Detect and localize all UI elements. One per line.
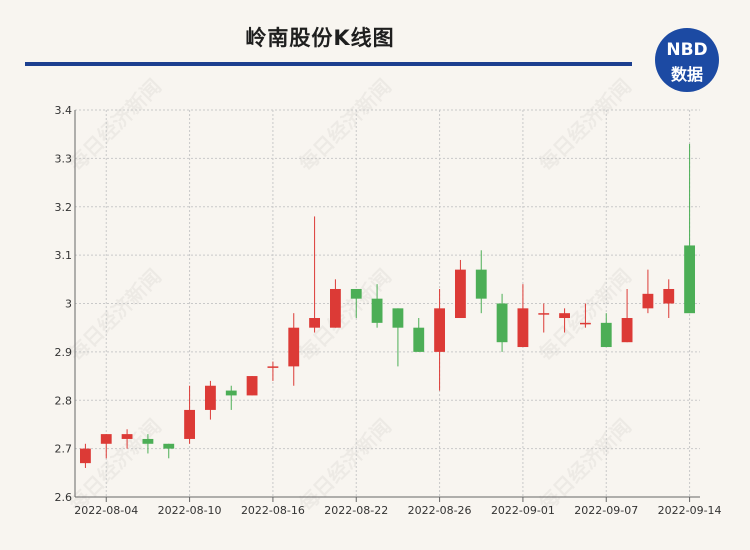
y-tick-label: 3 (65, 298, 72, 311)
candle (684, 143, 695, 314)
candle-body (538, 313, 550, 315)
candle (642, 269, 654, 314)
y-tick-label: 2.7 (55, 443, 73, 456)
candle-body (121, 434, 133, 439)
candle-body (205, 385, 216, 410)
candle (100, 434, 112, 459)
candle (434, 288, 445, 391)
y-tick-label: 3.4 (55, 104, 73, 117)
y-tick-label: 3.1 (55, 249, 73, 262)
candle (205, 380, 216, 420)
candle-body (496, 303, 508, 343)
candle-body (600, 322, 612, 348)
candle (580, 303, 591, 328)
candle (496, 293, 508, 352)
candle-body (100, 434, 112, 444)
y-tick-label: 2.6 (55, 491, 73, 504)
candle-body (246, 376, 258, 396)
nbd-logo: NBD 数据 (655, 28, 719, 92)
candle-body (642, 293, 654, 309)
candle (455, 259, 466, 319)
candle-body (559, 313, 570, 319)
y-tick-label: 2.9 (55, 346, 73, 359)
candle-body (455, 269, 466, 319)
candle-body (288, 327, 300, 367)
candle-body (80, 448, 91, 464)
candle (225, 385, 237, 410)
candle (80, 443, 91, 468)
candle-body (309, 318, 320, 328)
candle-body (392, 308, 404, 328)
candle-body (184, 409, 195, 439)
candle (517, 284, 529, 348)
y-tick-label: 3.2 (55, 201, 73, 214)
candle (663, 279, 675, 319)
candle (475, 250, 487, 314)
logo-nbd-text: NBD (666, 40, 708, 60)
candle (309, 216, 320, 333)
candle (184, 385, 195, 444)
logo-data-text: 数据 (670, 65, 703, 84)
x-tick-label: 2022-09-01 (491, 504, 555, 517)
watermark-text: 每日经济新闻 (294, 414, 396, 516)
candle-body (225, 390, 237, 396)
page-title: 岭南股份K线图 (245, 26, 395, 50)
candle-body (142, 438, 154, 444)
candle-body (350, 288, 362, 299)
candle (288, 313, 300, 386)
candle-body (663, 288, 675, 304)
x-tick-label: 2022-09-14 (658, 504, 722, 517)
candle (559, 308, 570, 333)
candle-body (163, 443, 175, 449)
x-tick-label: 2022-09-07 (574, 504, 638, 517)
candle-body (684, 245, 695, 314)
candle-body (413, 327, 425, 352)
candle-body (475, 269, 487, 299)
watermark-text: 每日经济新闻 (64, 264, 166, 366)
x-tick-label: 2022-08-04 (74, 504, 138, 517)
candle (246, 376, 258, 396)
candle (371, 284, 383, 328)
candle (350, 288, 362, 319)
candle (538, 303, 550, 333)
watermark-text: 每日经济新闻 (64, 74, 166, 176)
candle-body (371, 298, 383, 323)
candle (600, 313, 612, 348)
candle-body (580, 322, 591, 325)
candle-body (621, 318, 633, 343)
x-tick-label: 2022-08-22 (324, 504, 388, 517)
candle-body (434, 308, 445, 352)
candle (413, 318, 425, 352)
candle (330, 279, 341, 328)
candle-body (330, 288, 341, 328)
candle-body (517, 308, 529, 348)
candle-body (267, 366, 279, 368)
x-tick-label: 2022-08-10 (158, 504, 222, 517)
y-tick-label: 3.3 (55, 152, 73, 165)
candle (163, 443, 175, 459)
watermark-text: 每日经济新闻 (294, 74, 396, 176)
x-tick-label: 2022-08-16 (241, 504, 305, 517)
y-tick-label: 2.8 (55, 394, 73, 407)
x-tick-label: 2022-08-26 (408, 504, 472, 517)
candle (392, 308, 404, 367)
watermark-text: 每日经济新闻 (534, 74, 636, 176)
candle (267, 361, 279, 381)
watermark-text: 每日经济新闻 (64, 414, 166, 516)
candle (142, 434, 154, 454)
watermark-text: 每日经济新闻 (534, 414, 636, 516)
candle (121, 429, 133, 449)
candle (621, 288, 633, 343)
title-underline (25, 62, 632, 66)
